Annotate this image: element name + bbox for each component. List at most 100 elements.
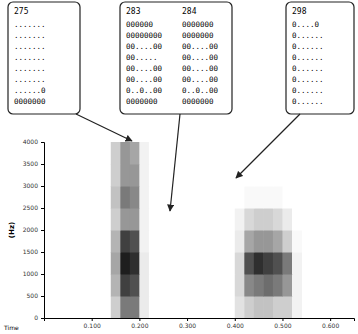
callout: 275.....................................…	[8, 2, 80, 114]
cell	[149, 164, 159, 187]
frame-row: 00.....	[126, 53, 158, 62]
tick-label: 0.100	[84, 322, 101, 329]
cell	[111, 296, 121, 318]
cell	[216, 164, 226, 187]
frame-row: 000000	[126, 20, 154, 29]
frame-row: .......	[14, 53, 46, 62]
tick: 1500	[23, 248, 44, 255]
frame-row: 00....00	[126, 42, 163, 51]
callout: 2830000000000000000....0000.....00....00…	[120, 2, 232, 114]
cell	[111, 208, 121, 231]
callout: 2980....00......0......0......0......0..…	[286, 2, 354, 114]
cell	[187, 296, 197, 318]
cells	[111, 142, 302, 318]
cell	[225, 296, 235, 318]
cell	[197, 252, 207, 275]
cell	[282, 208, 292, 231]
tick: 0.100	[84, 318, 101, 329]
tick: 0.500	[274, 318, 291, 329]
tick-label: 0.300	[179, 322, 196, 329]
tick: 3000	[23, 182, 44, 189]
cell	[244, 296, 254, 318]
frame-row: .......	[14, 42, 46, 51]
frame-row: 0....0	[292, 20, 320, 29]
cell	[273, 274, 283, 297]
cell	[254, 142, 264, 165]
cell	[263, 296, 273, 318]
cell	[139, 208, 149, 231]
cell	[178, 164, 188, 187]
cell	[206, 230, 216, 253]
callout-box	[286, 2, 354, 114]
cell	[282, 164, 292, 187]
cell	[168, 274, 178, 297]
frame-row: 0000000	[182, 20, 214, 29]
cell	[187, 164, 197, 187]
cell	[120, 142, 130, 165]
cell	[273, 208, 283, 231]
leader-line	[236, 114, 300, 178]
frame-row: 0......	[292, 31, 324, 40]
tick-label: 1500	[23, 248, 38, 255]
tick-mark	[139, 318, 140, 321]
frame-row: .......	[14, 64, 46, 73]
cell	[139, 274, 149, 297]
cell	[292, 164, 302, 187]
tick-label: 2000	[23, 226, 38, 233]
cell	[225, 142, 235, 165]
cell	[187, 252, 197, 275]
cell	[235, 142, 245, 165]
cell	[254, 164, 264, 187]
frame-row: 00....00	[182, 75, 219, 84]
axis-line	[41, 143, 45, 319]
cell	[139, 186, 149, 209]
cell	[111, 164, 121, 187]
frame-label: 283	[126, 7, 141, 16]
cell	[235, 164, 245, 187]
cell	[292, 296, 302, 318]
cell	[178, 230, 188, 253]
frame-row: 0......	[292, 42, 324, 51]
cell	[139, 230, 149, 253]
frame-row: 00....00	[126, 75, 163, 84]
tick-mark	[187, 318, 188, 321]
tick-mark	[92, 318, 93, 321]
cell	[263, 186, 273, 209]
cell	[120, 230, 130, 253]
cell	[120, 208, 130, 231]
cell	[292, 252, 302, 275]
callout-box	[120, 2, 232, 114]
tick-mark	[41, 296, 44, 297]
tick-mark	[41, 252, 44, 253]
cell	[120, 274, 130, 297]
cell	[206, 208, 216, 231]
tick: 0.400	[227, 318, 244, 329]
cell	[263, 230, 273, 253]
tick-mark	[282, 318, 283, 321]
cell	[206, 186, 216, 209]
y-axis-title: (Hz)	[8, 222, 16, 238]
cell	[263, 274, 273, 297]
cell	[235, 274, 245, 297]
cell	[158, 252, 168, 275]
cell	[206, 274, 216, 297]
cell	[139, 296, 149, 318]
cell	[158, 274, 168, 297]
cell	[292, 208, 302, 231]
cell	[111, 274, 121, 297]
cell	[120, 186, 130, 209]
tick: 0.600	[322, 318, 339, 329]
cell	[216, 296, 226, 318]
tick-mark	[41, 318, 44, 319]
cell	[178, 296, 188, 318]
frame-label: 284	[182, 7, 197, 16]
cell	[158, 230, 168, 253]
cell	[149, 208, 159, 231]
x-axis-title: Time	[3, 324, 19, 331]
cell	[206, 252, 216, 275]
cell	[282, 186, 292, 209]
tick: 3500	[23, 160, 44, 167]
tick-mark	[41, 274, 44, 275]
cell	[263, 164, 273, 187]
leader-line	[170, 114, 180, 211]
